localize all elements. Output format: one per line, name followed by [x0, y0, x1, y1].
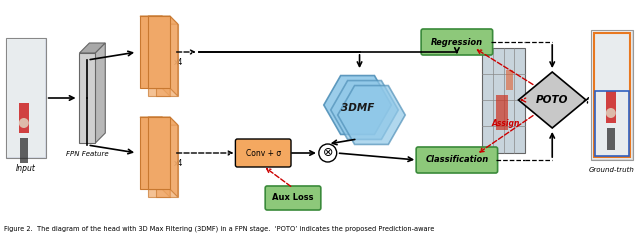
Bar	[606, 91, 616, 123]
Circle shape	[319, 144, 337, 162]
Polygon shape	[95, 43, 106, 143]
Text: Assign: Assign	[492, 119, 520, 128]
Circle shape	[19, 118, 29, 128]
Bar	[495, 95, 508, 130]
Text: Aux Loss: Aux Loss	[272, 194, 314, 202]
Text: 3DMF: 3DMF	[341, 103, 374, 113]
Polygon shape	[79, 43, 106, 53]
Bar	[6, 38, 45, 158]
Polygon shape	[140, 117, 162, 189]
Text: Conv + σ: Conv + σ	[246, 148, 281, 158]
FancyBboxPatch shape	[265, 186, 321, 210]
Bar	[607, 128, 615, 150]
Bar	[506, 70, 513, 90]
Text: x4: x4	[174, 158, 183, 168]
Polygon shape	[156, 125, 178, 197]
Bar	[20, 138, 28, 163]
Polygon shape	[170, 117, 178, 197]
Bar	[7, 39, 45, 157]
Text: Input: Input	[16, 164, 36, 173]
Bar	[594, 33, 630, 157]
Polygon shape	[331, 81, 398, 139]
Polygon shape	[148, 24, 170, 96]
Circle shape	[606, 108, 616, 118]
FancyBboxPatch shape	[416, 147, 498, 173]
Bar	[482, 48, 525, 152]
Polygon shape	[140, 16, 162, 88]
Polygon shape	[148, 117, 170, 189]
Polygon shape	[170, 16, 178, 96]
FancyBboxPatch shape	[421, 29, 493, 55]
Text: FPN Feature: FPN Feature	[66, 151, 109, 157]
Polygon shape	[79, 53, 95, 143]
Polygon shape	[148, 16, 170, 88]
Bar	[591, 30, 633, 160]
Polygon shape	[148, 16, 178, 24]
Text: POTO: POTO	[536, 95, 568, 105]
Text: ⊗: ⊗	[323, 147, 333, 159]
Polygon shape	[324, 76, 391, 135]
FancyBboxPatch shape	[236, 139, 291, 167]
Polygon shape	[162, 117, 170, 197]
Text: Classification: Classification	[425, 156, 488, 164]
Polygon shape	[162, 16, 170, 96]
Text: x4: x4	[174, 58, 183, 66]
Polygon shape	[140, 16, 170, 24]
Polygon shape	[338, 86, 405, 144]
Text: Ground-truth: Ground-truth	[589, 167, 635, 173]
Text: Figure 2.  The diagram of the head with 3D Max Filtering (3DMF) in a FPN stage. : Figure 2. The diagram of the head with 3…	[4, 226, 435, 232]
Text: Regression: Regression	[431, 38, 483, 47]
Bar	[592, 31, 632, 159]
Polygon shape	[148, 117, 178, 125]
Polygon shape	[140, 117, 170, 125]
Polygon shape	[156, 24, 178, 96]
Polygon shape	[518, 72, 586, 128]
Polygon shape	[148, 125, 170, 197]
Bar	[19, 103, 29, 133]
Bar	[595, 91, 628, 156]
